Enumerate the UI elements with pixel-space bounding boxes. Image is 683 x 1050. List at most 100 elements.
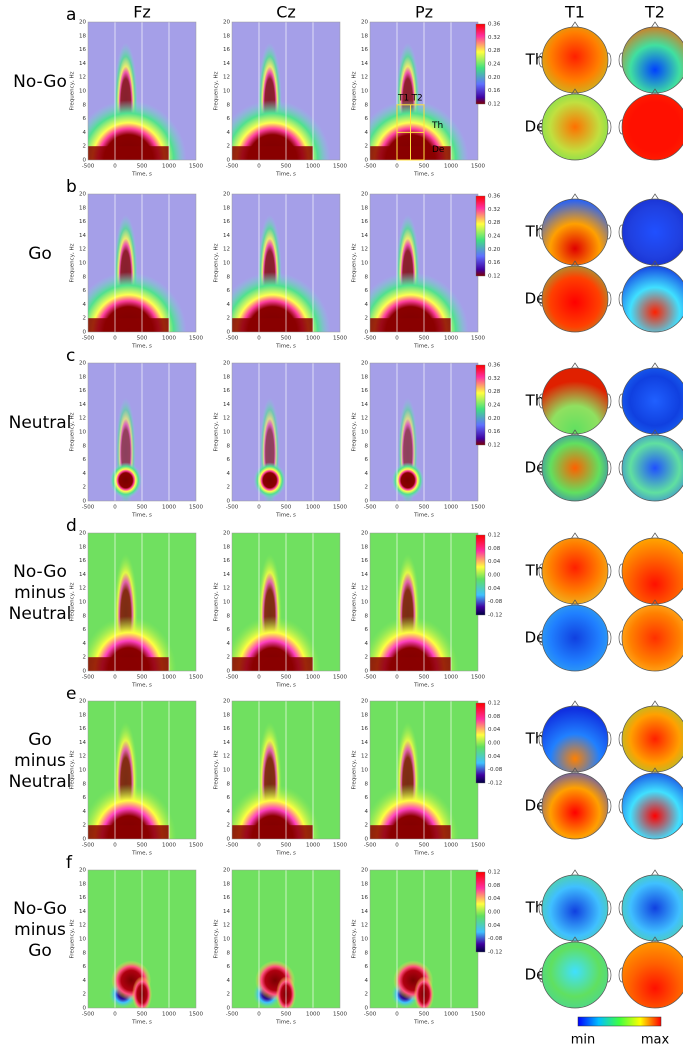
y-tick-label: 20 — [361, 361, 368, 367]
power-blob — [370, 272, 469, 332]
y-tick-label: 16 — [361, 895, 368, 901]
y-axis-label: Frequency, Hz — [214, 412, 220, 451]
y-tick-label: 8 — [83, 274, 87, 280]
y-tick-label: 18 — [223, 33, 230, 39]
x-tick-label: 1000 — [162, 164, 176, 170]
y-tick-label: 12 — [361, 416, 368, 422]
plot-frame — [231, 362, 341, 502]
power-blob — [232, 100, 331, 160]
y-tick-label: 6 — [227, 288, 231, 294]
x-axis-label: Time, s — [131, 513, 152, 519]
x-tick-label: 1000 — [162, 505, 176, 511]
x-axis-label: Time, s — [275, 1020, 296, 1026]
y-tick-label: 12 — [79, 247, 86, 253]
y-tick-label: 4 — [365, 809, 369, 815]
y-tick-label: 16 — [223, 219, 230, 225]
y-tick-label: 6 — [227, 964, 231, 970]
y-tick-label: 18 — [79, 205, 86, 211]
y-tick-label: 6 — [365, 288, 369, 294]
y-tick-label: 14 — [79, 233, 86, 239]
topo-nose — [650, 429, 660, 437]
colorbar-tick-label: 0.12 — [488, 443, 500, 449]
y-tick-label: 12 — [79, 586, 86, 592]
x-tick-label: 1000 — [306, 164, 320, 170]
row-label: Neutral — [9, 413, 72, 433]
y-tick-label: 12 — [223, 586, 230, 592]
plot-frame — [231, 532, 341, 672]
topomap — [621, 198, 683, 266]
x-tick-label: -500 — [364, 164, 377, 170]
colorbar-tick-label: 0.04 — [488, 586, 501, 592]
y-tick-label: 16 — [223, 726, 230, 732]
y-tick-label: 16 — [361, 388, 368, 394]
x-tick-label: 1000 — [444, 843, 458, 849]
colorbar-tick-label: -0.12 — [488, 950, 502, 956]
y-tick-label: 10 — [79, 768, 86, 774]
topomap — [621, 367, 683, 435]
y-tick-label: 8 — [83, 443, 87, 449]
x-tick-label: 1500 — [471, 675, 485, 681]
colorbar-tick-label: 0.04 — [488, 727, 501, 733]
topo-nose — [650, 532, 660, 540]
x-axis-label: Time, s — [413, 344, 434, 350]
y-tick-label: 16 — [223, 558, 230, 564]
y-tick-label: 0 — [227, 330, 231, 336]
plot-frame — [231, 869, 341, 1009]
x-tick-label: 0 — [395, 843, 399, 849]
y-tick-label: 6 — [365, 627, 369, 633]
y-tick-label: 8 — [227, 781, 231, 787]
colorbar-tick-label: 0.28 — [488, 389, 501, 395]
topomap — [621, 26, 683, 94]
x-tick-label: 0 — [395, 1012, 399, 1018]
colorbar-tick-label: 0.00 — [488, 741, 501, 747]
y-tick-label: 0 — [227, 837, 231, 843]
y-tick-label: 20 — [223, 699, 230, 705]
colorbar-tick-label: 0.24 — [488, 62, 501, 68]
y-tick-label: 2 — [365, 823, 369, 829]
row-label: Go — [28, 244, 52, 264]
x-tick-label: -500 — [82, 675, 95, 681]
y-tick-label: 10 — [79, 937, 86, 943]
y-tick-label: 4 — [83, 978, 87, 984]
panel-letter: b — [66, 177, 77, 197]
x-tick-label: 1000 — [444, 336, 458, 342]
plot-frame — [87, 193, 197, 333]
x-tick-label: 1500 — [189, 336, 203, 342]
y-axis-label: Frequency, Hz — [352, 412, 358, 451]
y-tick-label: 0 — [83, 158, 87, 164]
y-tick-label: 2 — [227, 316, 231, 322]
topo-nose — [570, 767, 580, 775]
y-tick-label: 14 — [79, 402, 86, 408]
y-tick-label: 0 — [83, 330, 87, 336]
y-tick-label: 14 — [79, 740, 86, 746]
y-tick-label: 10 — [361, 600, 368, 606]
topomap — [621, 941, 683, 1009]
y-tick-label: 16 — [361, 726, 368, 732]
topo-nose — [570, 700, 580, 708]
y-tick-label: 14 — [223, 233, 230, 239]
y-tick-label: 20 — [79, 868, 86, 874]
colorbar-tick-label: 0.04 — [488, 559, 501, 565]
y-axis-label: Frequency, Hz — [214, 243, 220, 282]
x-tick-label: 1000 — [162, 675, 176, 681]
topomap — [541, 604, 609, 672]
row-label: minus — [14, 751, 66, 771]
x-tick-label: 0 — [113, 164, 117, 170]
y-tick-label: 10 — [361, 937, 368, 943]
power-floor — [232, 146, 313, 160]
x-axis-label: Time, s — [275, 683, 296, 689]
y-tick-label: 0 — [227, 669, 231, 675]
y-tick-label: 2 — [365, 655, 369, 661]
y-tick-label: 8 — [365, 102, 369, 108]
y-tick-label: 0 — [83, 837, 87, 843]
y-tick-label: 12 — [79, 754, 86, 760]
y-axis-label: Frequency, Hz — [70, 412, 76, 451]
colorbar-tick-label: 0.20 — [488, 75, 501, 81]
x-tick-label: 1000 — [306, 505, 320, 511]
topo-nose — [650, 193, 660, 201]
y-tick-label: 8 — [227, 613, 231, 619]
heatmap — [370, 22, 478, 160]
y-tick-label: 0 — [83, 669, 87, 675]
row-label: minus — [14, 583, 66, 603]
heatmap — [232, 363, 340, 501]
